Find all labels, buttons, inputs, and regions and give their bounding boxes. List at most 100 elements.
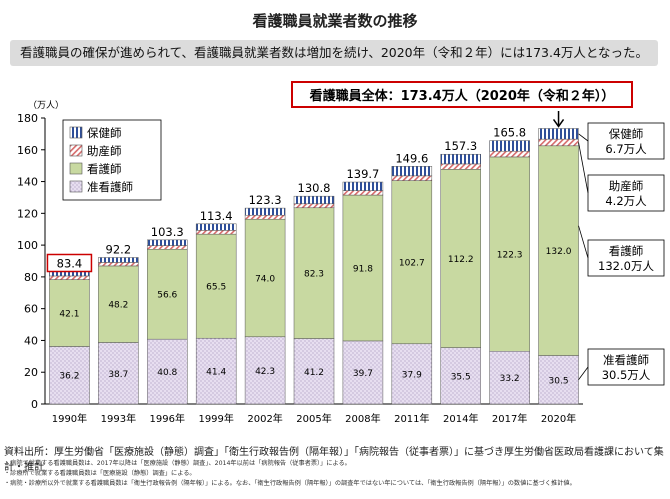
x-tick-label: 2011年 bbox=[394, 412, 429, 425]
x-tick-label: 2005年 bbox=[296, 412, 331, 425]
total-label: 139.7 bbox=[346, 167, 379, 181]
y-tick-label: 140 bbox=[17, 176, 38, 189]
bar-segment-jo bbox=[391, 175, 433, 181]
bars-group bbox=[49, 128, 579, 405]
bar-segment-kan bbox=[489, 156, 530, 352]
bar-segment-jo bbox=[195, 230, 237, 235]
callout-value: 132.0万人 bbox=[598, 259, 654, 273]
bar-segment-jun bbox=[440, 347, 481, 405]
total-label: 130.8 bbox=[298, 181, 331, 195]
bar-segment-jo bbox=[538, 138, 579, 147]
bar-segment-jo bbox=[489, 150, 530, 158]
callout-box-jo bbox=[587, 174, 665, 212]
bar-segment-ho bbox=[342, 181, 384, 191]
bar-segment-kan bbox=[391, 180, 433, 345]
total-label: 123.3 bbox=[249, 193, 282, 207]
total-label: 103.3 bbox=[151, 225, 184, 239]
y-tick-label: 180 bbox=[17, 112, 38, 125]
bar-segment-kan bbox=[293, 207, 335, 339]
bar-segment-jun bbox=[147, 338, 188, 405]
data-label-kan: 42.1 bbox=[59, 310, 79, 320]
bar-segment-jun bbox=[49, 346, 90, 405]
total-label: 157.3 bbox=[444, 139, 477, 153]
legend-label: 准看護師 bbox=[87, 180, 133, 194]
y-tick-label: 100 bbox=[17, 239, 38, 252]
bar-segment-jo bbox=[293, 203, 335, 209]
data-label-kan: 112.2 bbox=[448, 255, 474, 265]
bar-segment-kan bbox=[49, 279, 90, 347]
x-tick-label: 1999年 bbox=[198, 412, 233, 425]
y-tick-label: 40 bbox=[24, 334, 38, 347]
axes: 0 20 40 60 80 100 120 140 160 180 bbox=[17, 112, 583, 411]
data-label-kan: 48.2 bbox=[108, 301, 128, 311]
x-tick-label: 2014年 bbox=[443, 412, 478, 425]
total-label: 165.8 bbox=[493, 126, 526, 140]
bar-segment-jo bbox=[147, 245, 188, 250]
footnote: ・病院・診療所以外で就業する看護職員数は「衛生行政報告例（隔年報）」による。なお… bbox=[4, 480, 576, 487]
bar-segment-kan bbox=[342, 194, 384, 342]
x-tick-label: 1996年 bbox=[150, 412, 185, 425]
x-tick-label: 2008年 bbox=[345, 412, 380, 425]
bar-segment-kan bbox=[147, 248, 188, 340]
bar-segment-ho bbox=[440, 153, 481, 165]
bar-segment-jun bbox=[98, 342, 139, 405]
data-label-kan: 122.3 bbox=[497, 251, 523, 261]
legend-label: 保健師 bbox=[87, 126, 122, 140]
total-label: 92.2 bbox=[106, 243, 132, 257]
source-note: 資料出所：厚生労働省「医療施設（静態）調査」「衛生行政報告例（隔年報）」「病院報… bbox=[4, 447, 664, 473]
bar-segment-ho bbox=[195, 223, 237, 231]
callout-value: 4.2万人 bbox=[605, 194, 647, 208]
bar-segment-kan bbox=[244, 218, 286, 338]
y-tick-label: 160 bbox=[17, 144, 38, 157]
x-tick-label: 2020年 bbox=[541, 412, 576, 425]
highlight-arrow-head bbox=[552, 119, 565, 128]
data-label-kan: 56.6 bbox=[157, 291, 177, 301]
data-label-jun: 38.7 bbox=[108, 370, 128, 380]
bar-segment-ho bbox=[98, 257, 139, 263]
total-label: 113.4 bbox=[200, 209, 233, 223]
bar-segment-jun bbox=[293, 338, 335, 405]
data-label-kan: 91.8 bbox=[353, 264, 373, 274]
bar-segment-ho bbox=[489, 140, 530, 152]
data-label-kan: 102.7 bbox=[399, 259, 425, 269]
x-tick-label: 1990年 bbox=[52, 412, 87, 425]
y-axis-label: （万人） bbox=[28, 100, 64, 111]
data-label-jun: 41.2 bbox=[304, 368, 324, 378]
bar-segment-jun bbox=[489, 350, 530, 405]
legend-swatch-kan bbox=[69, 162, 83, 175]
data-label-jun: 30.5 bbox=[549, 376, 569, 386]
x-tick-label: 2002年 bbox=[247, 412, 282, 425]
legend-label: 看護師 bbox=[87, 162, 122, 176]
y-tick-label: 60 bbox=[24, 303, 38, 316]
stacked-bar-chart: （万人） 0 20 40 60 80 100 120 140 160 180 36.2 42.1 83… bbox=[17, 81, 665, 425]
bar-segment-jo bbox=[244, 214, 286, 220]
x-tick-label: 1993年 bbox=[101, 412, 136, 425]
callout-leader-ho bbox=[578, 133, 589, 142]
highlight-total-text: 看護職員全体：173.4万人（2020年（令和２年）） bbox=[310, 88, 615, 104]
y-tick-label: 0 bbox=[31, 398, 38, 411]
total-label: 83.4 bbox=[57, 256, 83, 270]
bar-segment-ho bbox=[244, 207, 286, 216]
first-total-highlight bbox=[46, 253, 93, 273]
summary-banner: 看護職員の確保が進められて、看護職員就業者数は増加を続け、2020年（令和２年）… bbox=[10, 40, 658, 66]
bar-segment-ho bbox=[147, 239, 188, 246]
highlight-total-box: 看護職員全体：173.4万人（2020年（令和２年）） bbox=[291, 81, 633, 108]
bar-segment-ho bbox=[391, 166, 433, 177]
callout-box-jun bbox=[587, 348, 665, 386]
page-title: 看護職員就業者数の推移 bbox=[252, 12, 418, 30]
data-label-jun: 41.4 bbox=[206, 368, 226, 378]
bar-segment-kan bbox=[98, 265, 139, 343]
callout-leader-jo bbox=[578, 142, 589, 194]
x-tick-label: 2017年 bbox=[492, 412, 527, 425]
callout-title: 准看護師 bbox=[603, 353, 649, 367]
callout-leader-kan bbox=[578, 225, 589, 259]
callout-box-ho bbox=[587, 122, 665, 160]
bar-segment-jun bbox=[244, 336, 286, 405]
y-tick-label: 20 bbox=[24, 366, 38, 379]
callout-title: 助産師 bbox=[609, 179, 644, 193]
data-label-jun: 39.7 bbox=[353, 369, 373, 379]
total-label: 149.6 bbox=[395, 151, 428, 165]
bar-segment-ho bbox=[538, 128, 579, 140]
